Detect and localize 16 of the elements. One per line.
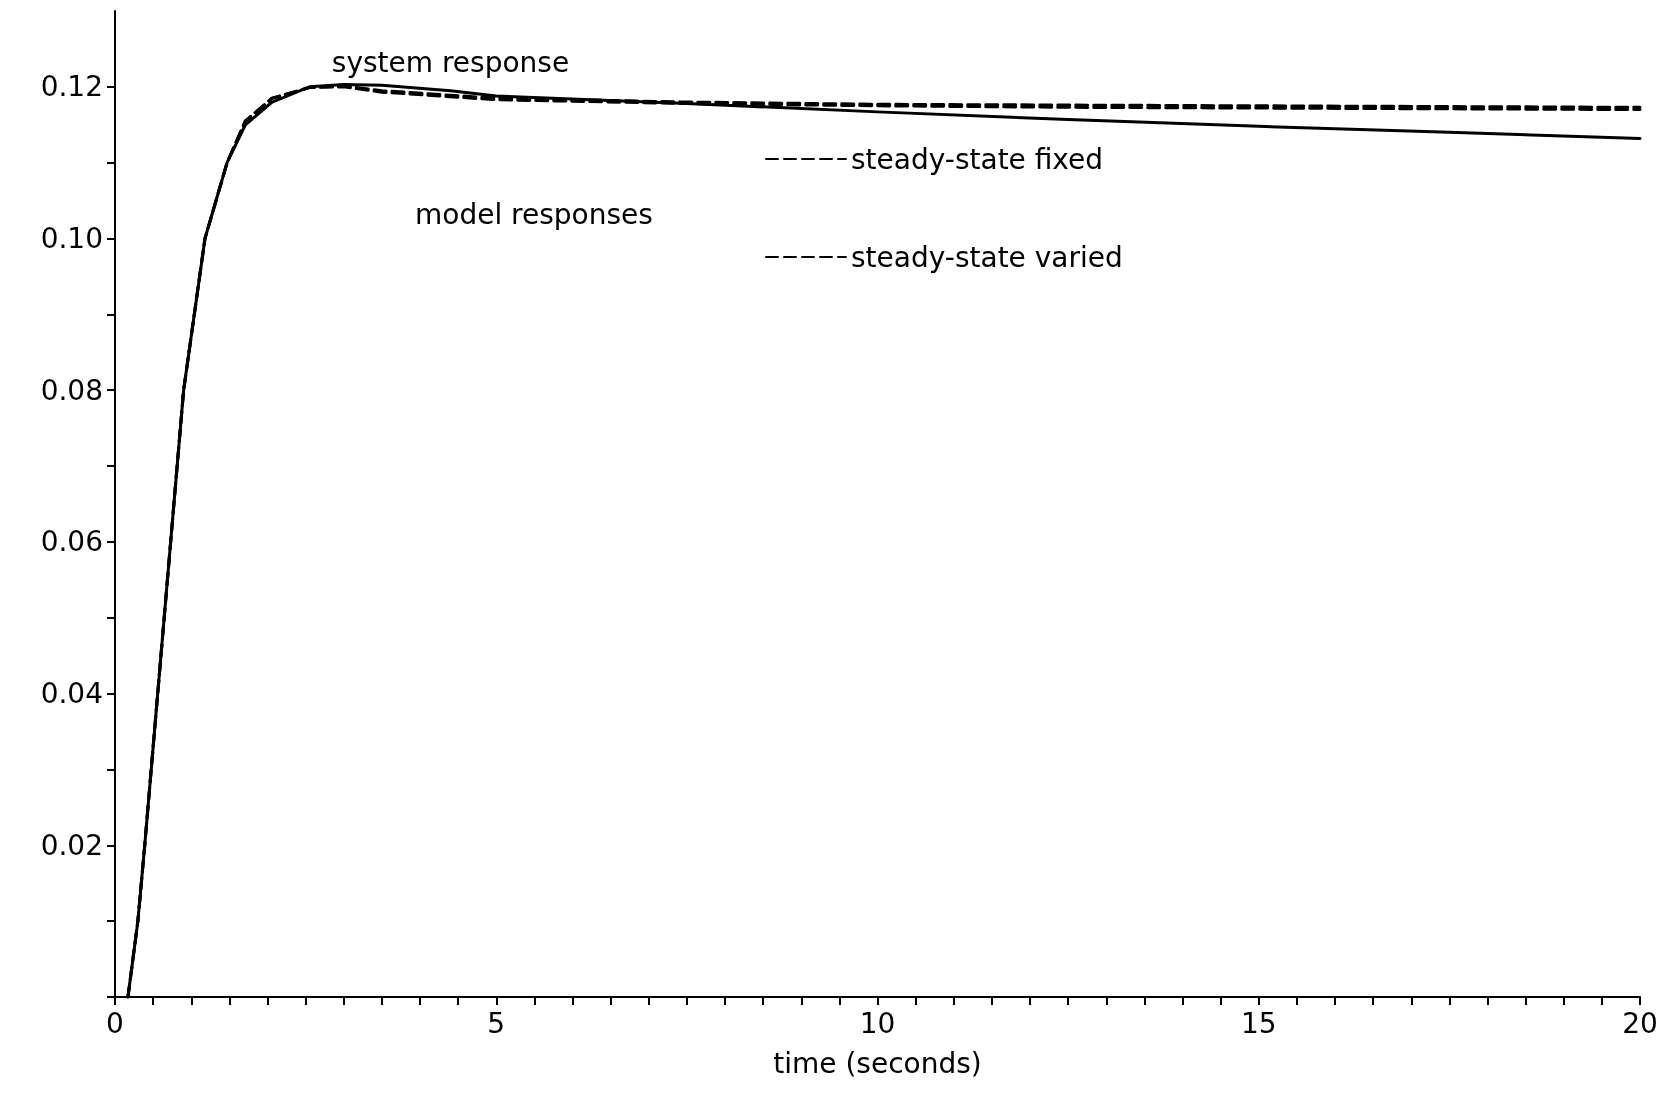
- y-tick-label: 0.02: [40, 828, 103, 862]
- x-tick-label: 10: [859, 1006, 896, 1040]
- x-axis-title: time (seconds): [773, 1046, 982, 1080]
- y-tick-label: 0.04: [40, 677, 103, 711]
- x-tick-label: 5: [487, 1006, 506, 1040]
- y-tick-label: 0.08: [40, 373, 103, 407]
- legend-label: steady-state fixed: [851, 142, 1104, 176]
- x-tick-label: 15: [1240, 1006, 1277, 1040]
- annotation: model responses: [415, 197, 653, 231]
- y-tick-label: 0.12: [40, 70, 103, 104]
- legend-label: steady-state varied: [851, 240, 1123, 274]
- series-label: system response: [331, 46, 570, 80]
- y-tick-label: 0.10: [40, 222, 103, 256]
- x-tick-label: 20: [1622, 1006, 1658, 1040]
- x-tick-label: 0: [106, 1006, 124, 1040]
- y-tick-label: 0.06: [40, 525, 103, 559]
